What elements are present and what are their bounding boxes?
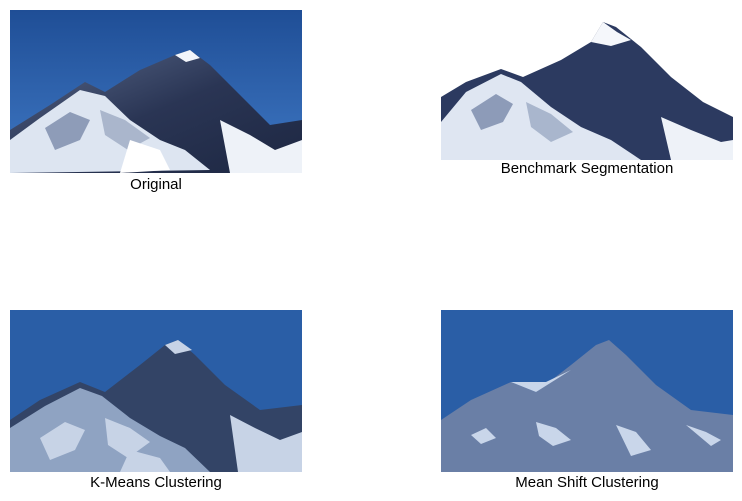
original-caption: Original <box>130 176 182 193</box>
kmeans-image <box>10 310 302 472</box>
benchmark-image <box>441 22 733 160</box>
benchmark-caption: Benchmark Segmentation <box>500 160 674 177</box>
meanshift-image <box>441 310 733 472</box>
original-image <box>10 10 302 173</box>
kmeans-caption: K-Means Clustering <box>90 474 222 491</box>
meanshift-caption: Mean Shift Clustering <box>515 474 659 491</box>
